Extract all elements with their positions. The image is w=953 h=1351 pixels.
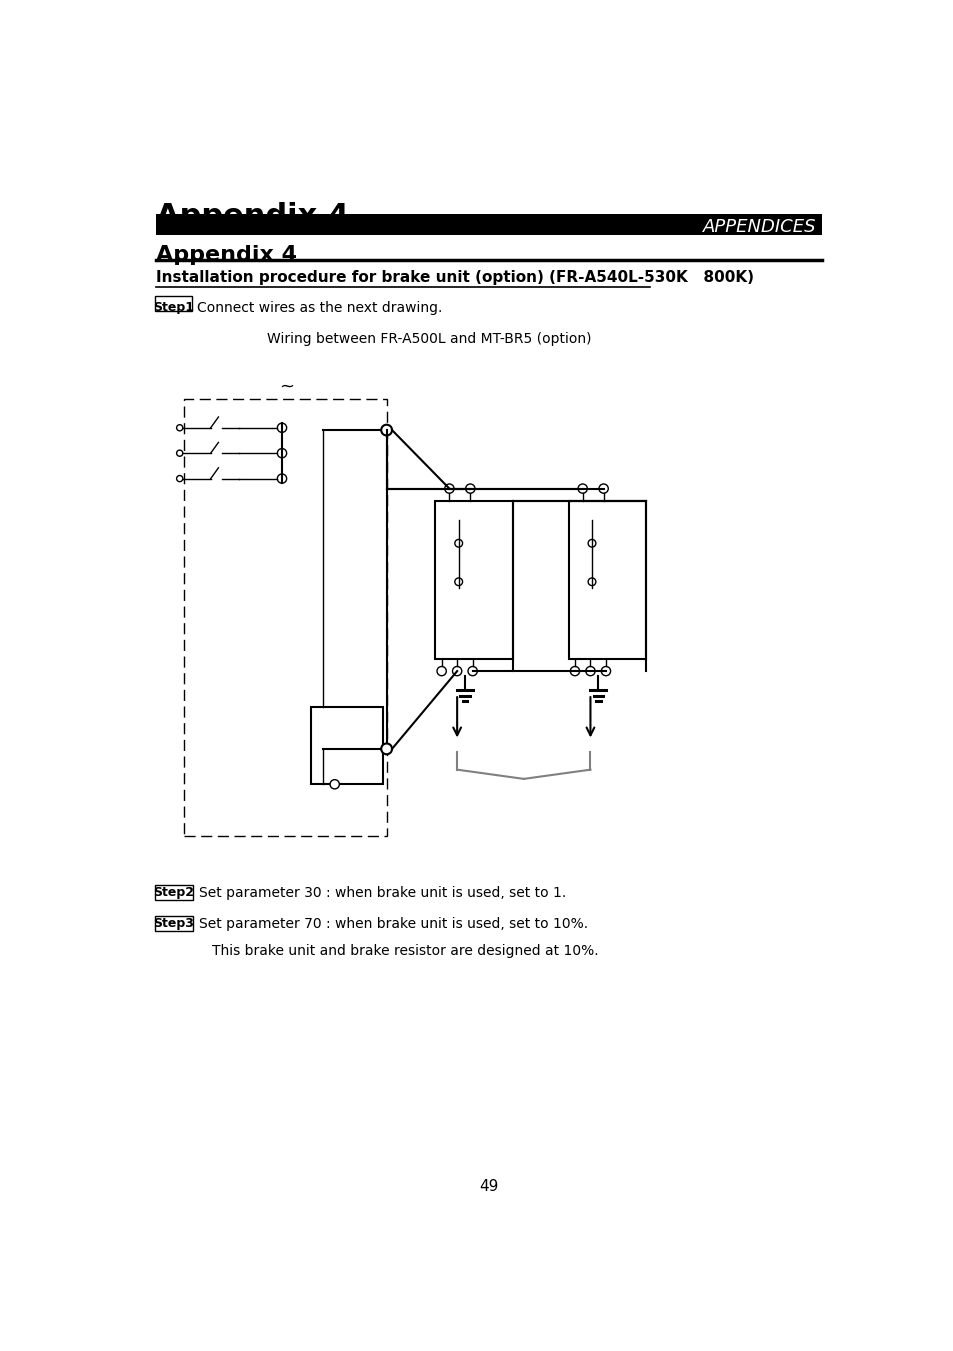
Circle shape [587, 539, 596, 547]
Circle shape [600, 666, 610, 676]
Circle shape [578, 484, 587, 493]
Bar [311, 708, 382, 785]
Bar [183, 400, 386, 836]
Circle shape [277, 423, 286, 432]
Text: ~: ~ [278, 377, 294, 396]
FancyBboxPatch shape [154, 916, 193, 931]
Circle shape [598, 484, 608, 493]
Circle shape [455, 578, 462, 585]
Text: Step1: Step1 [152, 301, 193, 313]
Bar [155, 213, 821, 235]
FancyBboxPatch shape [154, 885, 193, 900]
Text: APPENDICES: APPENDICES [702, 218, 816, 235]
Circle shape [176, 424, 183, 431]
Circle shape [585, 666, 595, 676]
Circle shape [587, 578, 596, 585]
FancyBboxPatch shape [154, 296, 192, 311]
Text: Appendix 4: Appendix 4 [155, 245, 296, 265]
Circle shape [176, 450, 183, 457]
Circle shape [277, 449, 286, 458]
Circle shape [465, 484, 475, 493]
Text: Appendix 4: Appendix 4 [155, 203, 349, 231]
Circle shape [436, 666, 446, 676]
Text: 49: 49 [478, 1178, 498, 1193]
Bar [568, 501, 645, 659]
Text: Set parameter 70 : when brake unit is used, set to 10%.: Set parameter 70 : when brake unit is us… [199, 917, 588, 931]
Circle shape [277, 474, 286, 484]
Circle shape [176, 476, 183, 482]
Text: Step2: Step2 [152, 886, 193, 898]
Text: This brake unit and brake resistor are designed at 10%.: This brake unit and brake resistor are d… [212, 943, 598, 958]
Circle shape [330, 780, 339, 789]
Circle shape [452, 666, 461, 676]
Circle shape [444, 484, 454, 493]
Bar [435, 501, 513, 659]
Text: Wiring between FR-A500L and MT-BR5 (option): Wiring between FR-A500L and MT-BR5 (opti… [267, 331, 591, 346]
Text: Connect wires as the next drawing.: Connect wires as the next drawing. [196, 301, 441, 315]
Text: Installation procedure for brake unit (option) (FR-A540L-530K   800K): Installation procedure for brake unit (o… [155, 270, 753, 285]
Circle shape [381, 743, 392, 754]
Text: Set parameter 30 : when brake unit is used, set to 1.: Set parameter 30 : when brake unit is us… [199, 886, 566, 900]
Circle shape [570, 666, 579, 676]
Text: Step3: Step3 [152, 917, 193, 929]
Circle shape [468, 666, 476, 676]
Circle shape [455, 539, 462, 547]
Circle shape [381, 424, 392, 435]
